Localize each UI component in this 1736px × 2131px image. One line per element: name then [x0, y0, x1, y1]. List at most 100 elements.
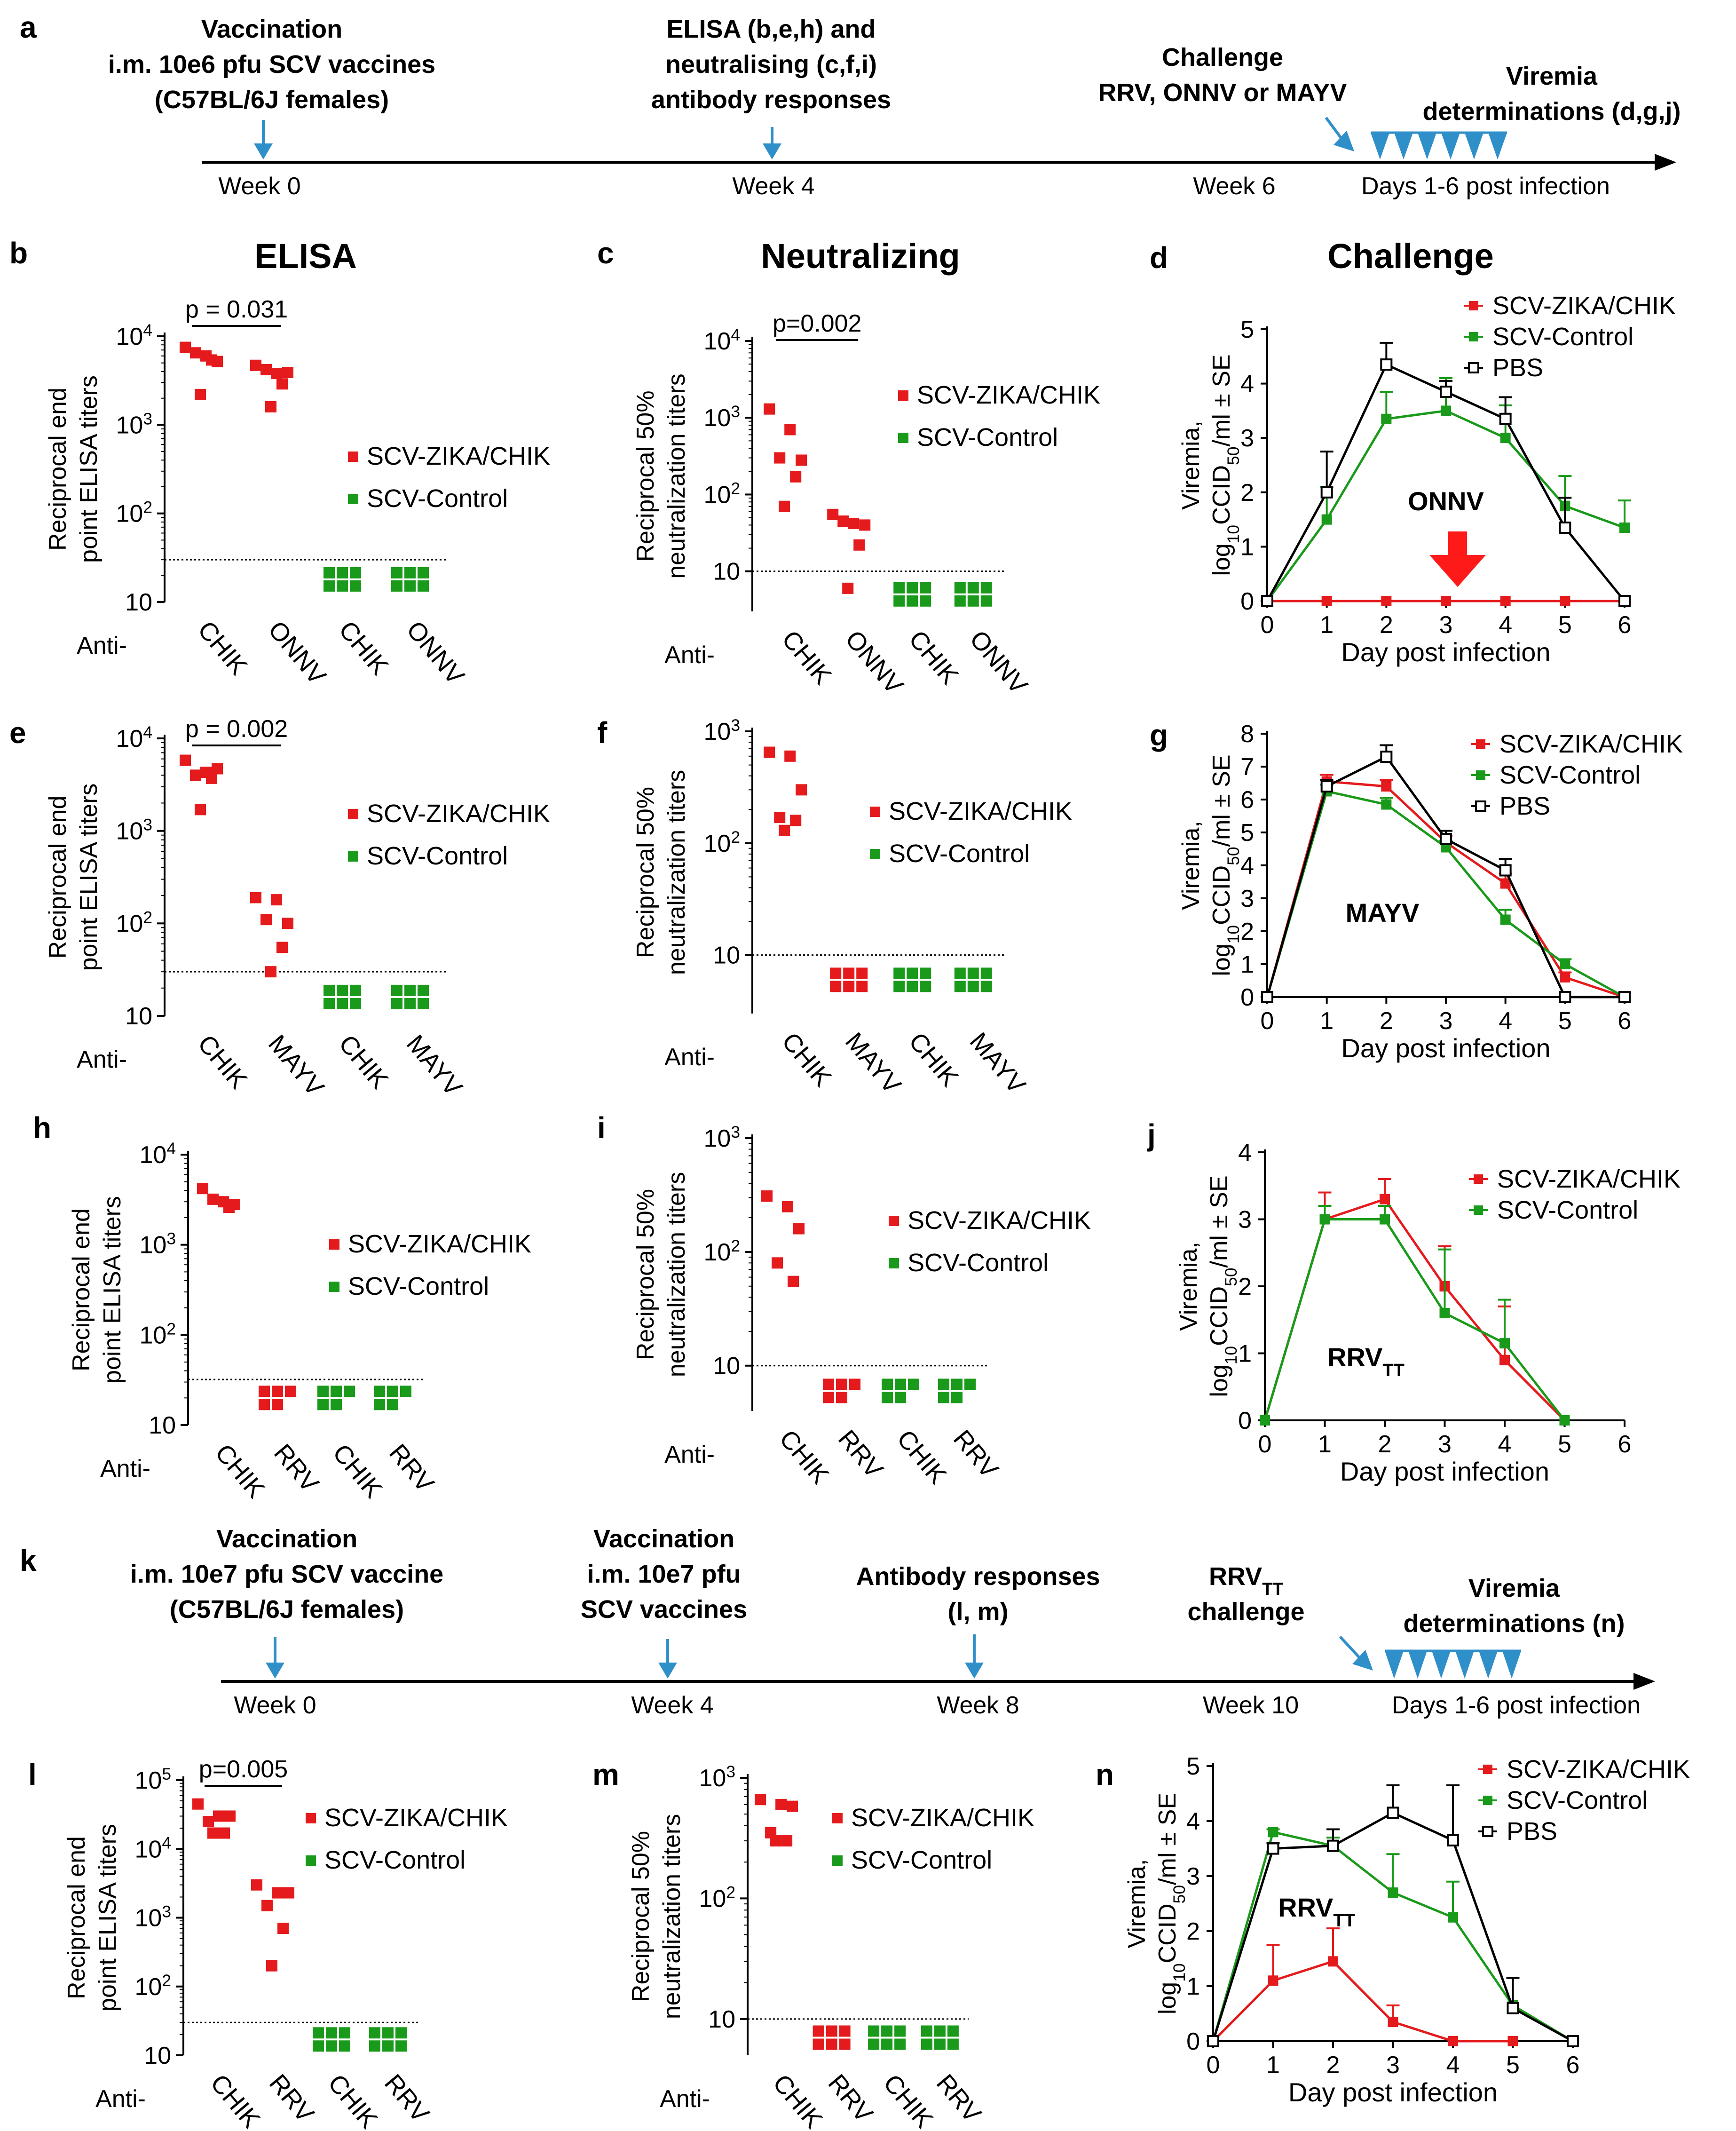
series-line — [1266, 790, 1626, 998]
data-point — [779, 500, 790, 512]
data-point — [337, 984, 348, 996]
data-point — [1388, 2017, 1398, 2028]
data-point — [842, 582, 854, 594]
data-point — [251, 1879, 262, 1891]
data-point — [920, 967, 931, 979]
x-tick-label: 2 — [1380, 1007, 1393, 1035]
panel-label-k: k — [20, 1544, 37, 1577]
data-point — [856, 967, 868, 979]
data-point — [195, 388, 206, 400]
data-point — [404, 984, 416, 996]
category-tick-label: CHIK — [192, 616, 253, 680]
data-point — [964, 1378, 976, 1390]
data-point — [980, 595, 992, 607]
data-point — [197, 1183, 208, 1195]
y-tick-label: 103 — [134, 1902, 171, 1932]
data-point — [774, 452, 786, 464]
data-point — [784, 424, 796, 436]
data-point — [848, 517, 860, 529]
data-point — [224, 1810, 236, 1822]
data-point — [921, 2038, 932, 2050]
x-tick-label: 2 — [1326, 2052, 1340, 2079]
data-point — [1507, 2036, 1518, 2046]
data-point — [980, 981, 992, 992]
y-tick-label: 103 — [703, 716, 740, 746]
data-point — [260, 364, 272, 375]
timeline-event-text: Vaccination — [593, 1525, 734, 1553]
data-point — [1381, 413, 1392, 424]
x-tick-label: 1 — [1318, 1431, 1332, 1458]
panel-label-a: a — [20, 10, 37, 44]
y-tick-label: 104 — [703, 326, 740, 356]
data-point — [1440, 385, 1452, 398]
category-tick-label: ONNV — [263, 616, 331, 690]
data-point — [324, 984, 335, 996]
y-tick-label: 104 — [116, 321, 152, 351]
viremia-day-arrow-icon — [1408, 1651, 1427, 1679]
data-point — [813, 2025, 824, 2037]
x-tick-label: 1 — [1320, 611, 1334, 639]
data-point — [1619, 522, 1630, 533]
data-point — [839, 2025, 851, 2037]
data-point — [784, 750, 796, 762]
data-point — [1440, 833, 1452, 845]
y-tick-label: 104 — [139, 1140, 176, 1169]
virus-label: MAYV — [1346, 898, 1420, 927]
y-tick-label: 10 — [713, 942, 740, 969]
category-tick-label: MAYV — [263, 1030, 330, 1101]
data-point — [938, 1392, 949, 1403]
data-point — [938, 1378, 949, 1390]
anti-label: Anti- — [664, 1044, 715, 1071]
data-point — [190, 347, 201, 359]
x-tick-label: 5 — [1506, 2052, 1520, 2079]
data-point — [1567, 2035, 1579, 2047]
legend-marker — [1468, 362, 1479, 373]
data-point — [1499, 412, 1512, 425]
category-tick-label: CHIK — [323, 2069, 383, 2131]
data-point — [967, 582, 979, 594]
data-point — [350, 984, 361, 996]
x-tick-label: 4 — [1446, 2052, 1460, 2079]
data-point — [180, 754, 191, 766]
data-point — [1447, 1834, 1459, 1846]
data-point — [907, 967, 918, 979]
data-point — [350, 998, 361, 1009]
data-point — [1207, 2035, 1219, 2047]
data-point — [764, 403, 775, 415]
timeline-arrowhead-k — [1633, 1673, 1655, 1690]
data-point — [1499, 1355, 1510, 1365]
x-tick-label: 3 — [1439, 611, 1453, 639]
legend-label: SCV-Control — [1497, 1196, 1638, 1224]
anti-label: Anti- — [664, 1441, 715, 1468]
y-tick-label: 2 — [1238, 1273, 1252, 1300]
legend-marker — [1475, 800, 1486, 812]
category-tick-label: RRV — [384, 1439, 440, 1497]
category-tick-label: MAYV — [840, 1027, 907, 1099]
timeline-event-text: RRV, ONNV or MAYV — [1098, 79, 1347, 107]
timeline-week-label: Week 4 — [732, 173, 814, 200]
data-point — [790, 815, 802, 826]
timeline-event-text: Challenge — [1162, 43, 1283, 71]
viremia-day-arrow-icon — [1418, 133, 1436, 159]
timeline-event-text: determinations (n) — [1403, 1609, 1625, 1638]
timeline-event-text: SCV vaccines — [581, 1595, 747, 1624]
data-point — [893, 967, 905, 979]
legend-label: PBS — [1507, 1817, 1557, 1846]
y-axis-label: log10CCID50/ml ± SE — [1206, 1175, 1240, 1397]
y-axis-label: Reciprocal 50% — [632, 390, 659, 562]
viremia-day-arrow-icon — [1441, 133, 1460, 159]
legend-label: SCV-ZIKA/CHIK — [367, 442, 550, 470]
data-point — [382, 2040, 394, 2052]
category-tick-label: ONNV — [840, 625, 908, 699]
data-point — [1560, 596, 1570, 606]
data-point — [350, 567, 361, 578]
category-tick-label: ONNV — [964, 625, 1033, 699]
x-axis-label: Day post infection — [1341, 637, 1550, 667]
data-point — [1559, 521, 1571, 534]
y-axis-label: point ELISA titers — [75, 784, 103, 971]
category-tick-label: CHIK — [205, 2069, 266, 2131]
category-tick-label: RRV — [268, 1439, 324, 1497]
data-point — [212, 763, 223, 775]
category-tick-label: CHIK — [903, 625, 964, 689]
panel-label-b: b — [9, 236, 28, 270]
